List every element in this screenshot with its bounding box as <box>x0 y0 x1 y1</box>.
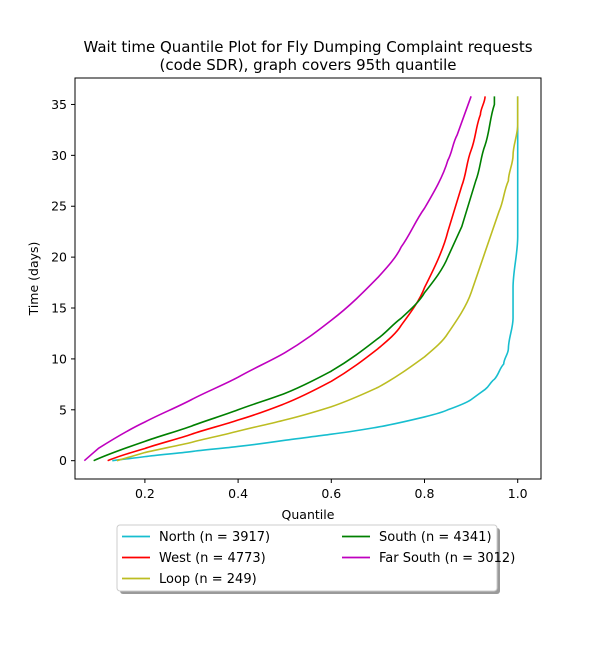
series-lines <box>83 96 519 462</box>
legend-entry-label: South (n = 4341) <box>379 530 492 545</box>
x-tick-label: 0.2 <box>135 486 155 501</box>
series-line-2 <box>116 96 519 462</box>
series-line-0 <box>112 96 519 462</box>
y-axis-label: Time (days) <box>26 242 41 317</box>
y-tick-label: 20 <box>51 250 67 265</box>
legend-entry-label: North (n = 3917) <box>159 530 270 545</box>
y-tick-label: 0 <box>59 453 67 468</box>
y-tick-label: 15 <box>51 301 67 316</box>
plot-area-frame <box>74 77 542 480</box>
x-tick-label: 1.0 <box>508 486 528 501</box>
series-line-1 <box>107 96 486 462</box>
x-tick-label: 0.6 <box>321 486 341 501</box>
x-tick-label: 0.8 <box>415 486 435 501</box>
axis-ticks: 0.2 0.4 0.6 0.8 1.0 0 5 10 15 20 25 30 35 <box>51 97 528 501</box>
legend-entry-label: West (n = 4773) <box>159 551 266 566</box>
legend-entry-label: Far South (n = 3012) <box>379 551 515 566</box>
legend-box <box>116 524 498 592</box>
y-tick-label: 25 <box>51 199 67 214</box>
y-tick-label: 35 <box>51 97 67 112</box>
chart-title-line-2: (code SDR), graph covers 95th quantile <box>159 56 456 74</box>
legend-entry-label: Loop (n = 249) <box>159 572 257 587</box>
x-axis-label: Quantile <box>282 507 335 522</box>
chart-title-line-1: Wait time Quantile Plot for Fly Dumping … <box>83 38 532 56</box>
y-tick-label: 5 <box>59 402 67 417</box>
legend: North (n = 3917) West (n = 4773) Loop (n =… <box>116 524 515 594</box>
chart-title: Wait time Quantile Plot for Fly Dumping … <box>83 38 532 74</box>
series-line-4 <box>83 96 472 462</box>
y-tick-label: 30 <box>51 148 67 163</box>
y-tick-label: 10 <box>51 351 67 366</box>
x-tick-label: 0.4 <box>228 486 248 501</box>
series-line-3 <box>93 96 496 462</box>
